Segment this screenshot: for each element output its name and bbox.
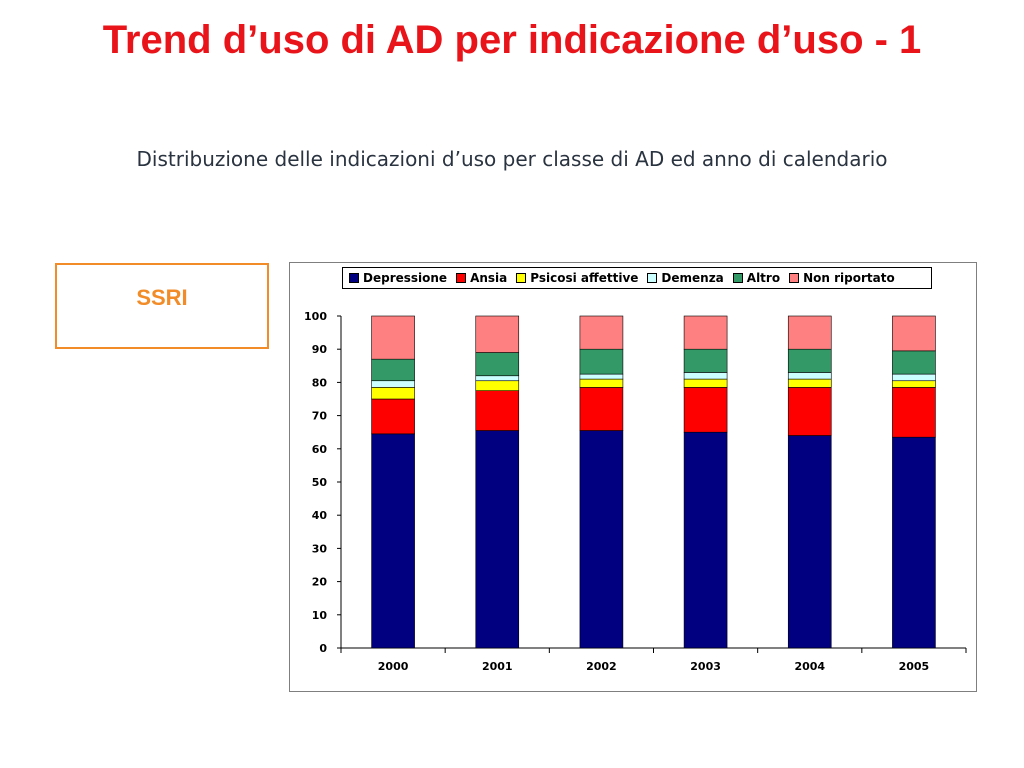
drug-class-label: SSRI [136,285,188,310]
bar-segment [892,373,936,382]
bar-segment [787,378,832,388]
bar-segment [787,315,832,350]
x-tick-label: 2001 [482,660,513,673]
chart-legend: Depressione Ansia Psicosi affettive Demenza… [342,267,932,289]
x-tick-label: 2005 [899,660,930,673]
legend-label: Ansia [470,271,508,285]
legend-item: Psicosi affettive [516,271,638,285]
bar-segment [371,387,415,400]
legend-item: Ansia [456,271,507,285]
chart-frame: Depressione Ansia Psicosi affettive Demenza… [289,262,977,692]
bar-segment [371,398,415,435]
bar-segment [579,315,624,350]
legend-swatch [732,273,743,283]
bar-segment [475,375,520,382]
bar-segment [683,315,728,350]
y-tick-label: 80 [312,376,328,389]
legend-label: Altro [746,271,781,285]
stacked-bar-chart: 0 10 20 30 40 50 60 70 80 90 100 2000 2001 2002 2003 20… [304,310,967,673]
bar-segment [683,378,728,388]
bar-segment [579,387,624,431]
bar-segment [892,387,936,438]
y-tick-label: 10 [312,609,328,622]
bar-segment [683,431,728,649]
legend-swatch [516,273,527,283]
y-tick-label: 20 [312,576,328,589]
legend-item: Demenza [647,271,724,285]
bar-segment [892,436,936,649]
x-tick-label: 2000 [378,660,409,673]
bar-segment [787,348,832,373]
bar-segment [892,350,936,375]
bar-segment [475,352,520,377]
legend-label: Demenza [661,271,724,285]
bar-segment [892,380,936,388]
legend-swatch [456,273,467,283]
bar-segment [683,387,728,433]
bar-segment [371,358,415,382]
y-tick-label: 100 [304,310,327,323]
bar-segment [579,430,624,649]
legend-swatch [647,273,658,283]
y-tick-label: 30 [312,542,328,555]
bar-segment [892,315,936,352]
bar-segment [579,348,624,375]
drug-class-box: SSRI [55,263,269,349]
bar-segment [475,430,520,649]
bar-segment [371,315,415,360]
legend-label: Psicosi affettive [530,271,639,285]
x-tick-label: 2003 [690,660,721,673]
bar-segment [683,348,728,373]
y-tick-label: 60 [312,443,328,456]
bar-segment [579,378,624,388]
bar-segment [683,372,728,380]
slide-subtitle: Distribuzione delle indicazioni d’uso pe… [136,147,888,171]
legend-item: Depressione [349,271,447,285]
bar-segment [787,387,832,436]
y-tick-label: 40 [312,509,328,522]
bar-segment [787,435,832,649]
bar-segment [475,315,520,353]
bar-segment [371,380,415,388]
legend-item: Non riportato [789,271,895,285]
y-tick-label: 90 [312,343,328,356]
x-tick-label: 2004 [794,660,825,673]
bar-segment [475,390,520,431]
y-tick-label: 70 [312,410,328,423]
bar-segment [579,373,624,380]
legend-swatch [349,273,359,283]
bar-segment [475,380,520,391]
legend-swatch [789,273,800,283]
y-tick-label: 50 [312,476,328,489]
legend-label: Non riportato [803,271,895,285]
bar-segment [371,433,415,649]
slide-title: Trend d’uso di AD per indicazione d’uso … [102,18,922,62]
legend-item: Altro [732,271,781,285]
x-tick-label: 2002 [586,660,617,673]
legend-label: Depressione [363,271,448,285]
y-tick-label: 0 [319,642,327,655]
bar-segment [787,372,832,380]
